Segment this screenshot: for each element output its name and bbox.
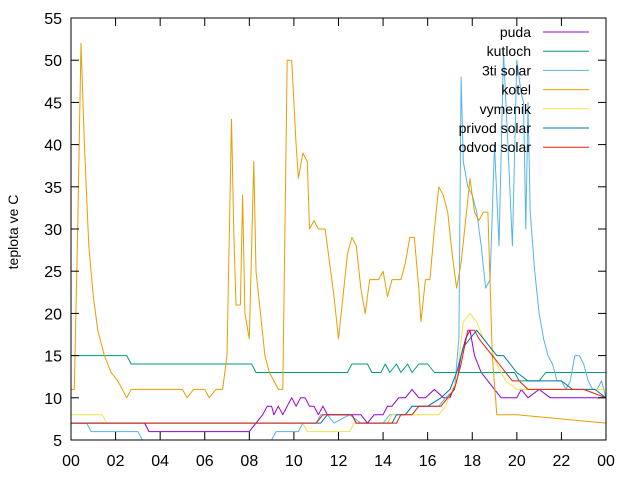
x-tick-label: 02 — [107, 453, 125, 470]
legend-label: odvod solar — [459, 139, 532, 155]
x-tick-label: 08 — [240, 453, 258, 470]
x-tick-label: 22 — [553, 453, 571, 470]
plot-lines — [71, 42, 607, 441]
legend-label: kotel — [501, 82, 531, 98]
x-tick-label: 20 — [508, 453, 526, 470]
series-line-odvod-solar — [71, 329, 607, 424]
y-tick-label: 45 — [44, 95, 62, 112]
y-tick-label: 20 — [44, 306, 62, 323]
x-tick-label: 12 — [330, 453, 348, 470]
x-tick-label: 16 — [419, 453, 437, 470]
y-tick-label: 10 — [44, 391, 62, 408]
x-tick-label: 00 — [62, 453, 80, 470]
y-tick-label: 30 — [44, 222, 62, 239]
series-line-kotel — [71, 42, 607, 424]
y-tick-label: 25 — [44, 264, 62, 281]
legend-label: kutloch — [487, 43, 531, 59]
x-tick-label: 04 — [151, 453, 169, 470]
x-tick-label: 10 — [285, 453, 303, 470]
series-line-kutloch — [71, 355, 606, 382]
legend-label: vymenik — [480, 101, 532, 117]
series-line-privod-solar — [71, 329, 607, 424]
y-tick-label: 35 — [44, 180, 62, 197]
y-tick-label: 50 — [44, 53, 62, 70]
legend: puda kutloch 3ti solar kotel vymenik privod s… — [459, 24, 589, 155]
y-tick-label: 40 — [44, 138, 62, 155]
y-tick-label: 15 — [44, 349, 62, 366]
legend-label: 3ti solar — [482, 62, 531, 78]
x-tick-label: 00 — [597, 453, 615, 470]
x-tick-label: 06 — [196, 453, 214, 470]
legend-label: puda — [500, 24, 531, 40]
series-line-3ti-solar — [71, 51, 607, 441]
x-tick-label: 18 — [463, 453, 481, 470]
axis-ticks: 5 10 15 20 25 30 35 40 45 50 55 00 02 04 06 08 10 12 14 16 1… — [44, 11, 615, 470]
y-axis-title: teplota ve C — [5, 195, 21, 270]
y-tick-label: 55 — [44, 11, 62, 28]
y-tick-label: 5 — [53, 433, 62, 450]
series-line-puda — [71, 329, 606, 433]
legend-label: privod solar — [459, 120, 532, 136]
x-tick-label: 14 — [374, 453, 392, 470]
